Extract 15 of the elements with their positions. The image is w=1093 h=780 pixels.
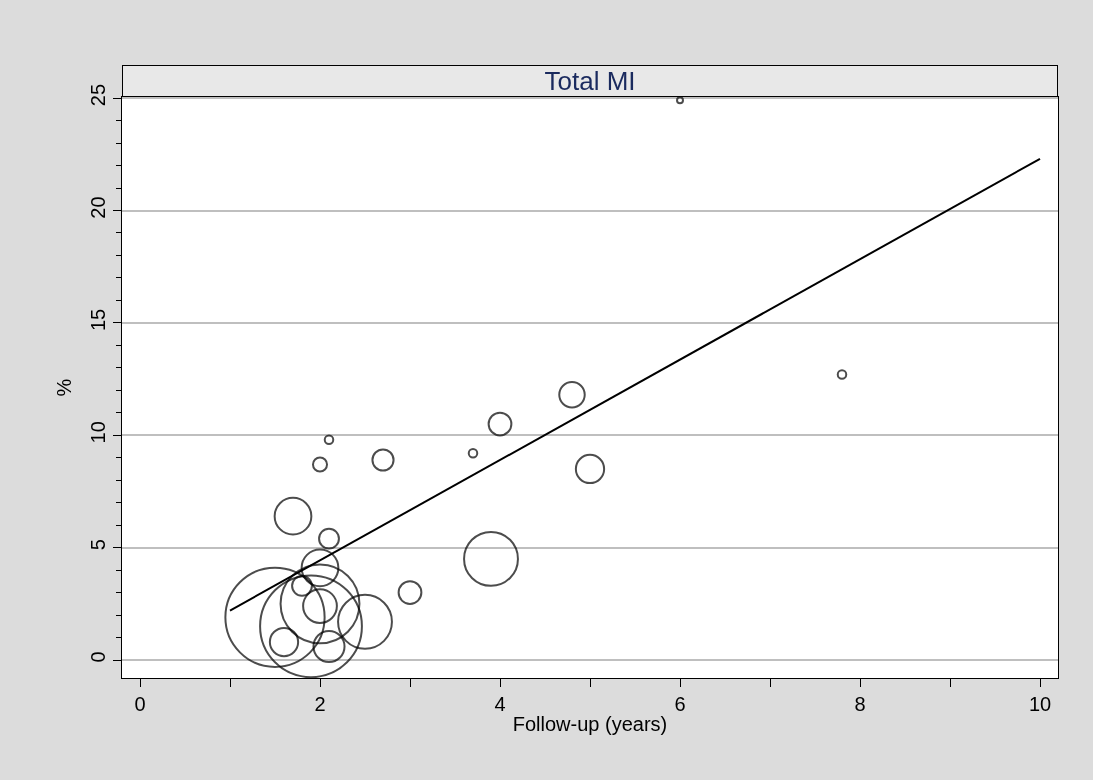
x-tick-label: 10 xyxy=(1028,693,1052,715)
x-tick-label: 8 xyxy=(854,693,866,715)
y-tick-label: 15 xyxy=(87,308,109,332)
x-tick-label: 0 xyxy=(134,693,146,715)
y-axis-title: % xyxy=(52,378,75,397)
chart-title: Total MI xyxy=(544,66,636,96)
y-tick-label: 10 xyxy=(87,421,109,444)
x-tick-label: 4 xyxy=(494,693,506,715)
y-tick-label: 0 xyxy=(87,651,109,663)
y-tick-label: 5 xyxy=(87,539,109,551)
y-tick-label: 20 xyxy=(87,196,109,219)
x-tick-label: 2 xyxy=(314,693,326,715)
y-tick-label: 25 xyxy=(87,84,109,107)
x-axis-title: Follow-up (years) xyxy=(512,712,668,735)
x-tick-label: 6 xyxy=(674,693,686,715)
